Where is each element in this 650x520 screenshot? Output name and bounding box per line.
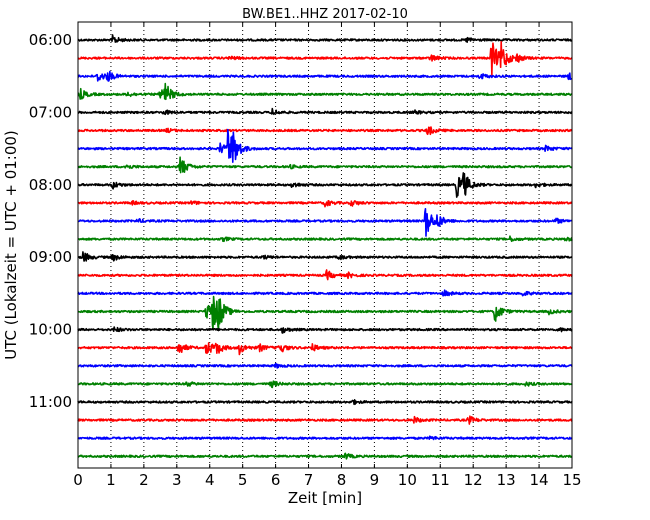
y-tick-label: 11:00 — [29, 393, 72, 411]
plot-frame — [77, 21, 573, 469]
y-tick-label: 09:00 — [29, 248, 72, 266]
x-tick-label: 13 — [497, 471, 516, 489]
trace-line — [77, 326, 573, 334]
x-axis-ticks: 0 1 2 3 4 5 6 7 8 9 10 11 12 13 14 15 — [73, 22, 582, 489]
trace-line — [77, 156, 573, 174]
x-tick-label: 3 — [172, 471, 182, 489]
chart-title: BW.BE1..HHZ 2017-02-10 — [242, 7, 408, 22]
seismic-traces — [77, 34, 573, 460]
trace-line — [77, 34, 573, 43]
x-tick-label: 7 — [304, 471, 314, 489]
x-tick-label: 1 — [106, 471, 116, 489]
trace-line — [77, 362, 573, 369]
x-tick-label: 15 — [562, 471, 581, 489]
trace-line — [77, 107, 573, 116]
y-tick-label: 08:00 — [29, 176, 72, 194]
trace-line — [77, 172, 573, 198]
trace-line — [77, 251, 573, 262]
y-tick-label: 06:00 — [29, 31, 72, 49]
y-axis-ticks: 06:00 07:00 08:00 09:00 10:00 11:00 — [29, 31, 572, 411]
trace-line — [77, 41, 573, 76]
trace-line — [77, 415, 573, 425]
x-tick-label: 10 — [398, 471, 417, 489]
trace-line — [77, 380, 573, 389]
x-tick-label: 12 — [464, 471, 483, 489]
x-tick-label: 6 — [271, 471, 281, 489]
x-tick-label: 8 — [337, 471, 347, 489]
trace-line — [77, 435, 573, 441]
x-tick-label: 9 — [370, 471, 380, 489]
trace-line — [77, 82, 573, 101]
trace-line — [77, 207, 573, 237]
x-tick-label: 11 — [431, 471, 450, 489]
x-tick-label: 0 — [73, 471, 83, 489]
x-axis-label: Zeit [min] — [288, 489, 362, 507]
trace-line — [77, 452, 573, 460]
trace-line — [77, 70, 573, 82]
y-tick-label: 07:00 — [29, 103, 72, 121]
trace-line — [77, 342, 573, 356]
x-tick-label: 14 — [530, 471, 549, 489]
trace-line — [77, 269, 573, 281]
x-tick-label: 2 — [139, 471, 149, 489]
x-tick-label: 5 — [238, 471, 248, 489]
y-axis-label: UTC (Lokalzeit = UTC + 01:00) — [2, 130, 20, 360]
x-tick-label: 4 — [205, 471, 215, 489]
trace-line — [77, 128, 573, 163]
trace-line — [77, 126, 573, 136]
trace-line — [77, 289, 573, 297]
trace-line — [77, 235, 573, 243]
trace-line — [77, 295, 573, 331]
trace-line — [77, 399, 573, 406]
y-tick-label: 10:00 — [29, 321, 72, 339]
trace-line — [77, 199, 573, 208]
